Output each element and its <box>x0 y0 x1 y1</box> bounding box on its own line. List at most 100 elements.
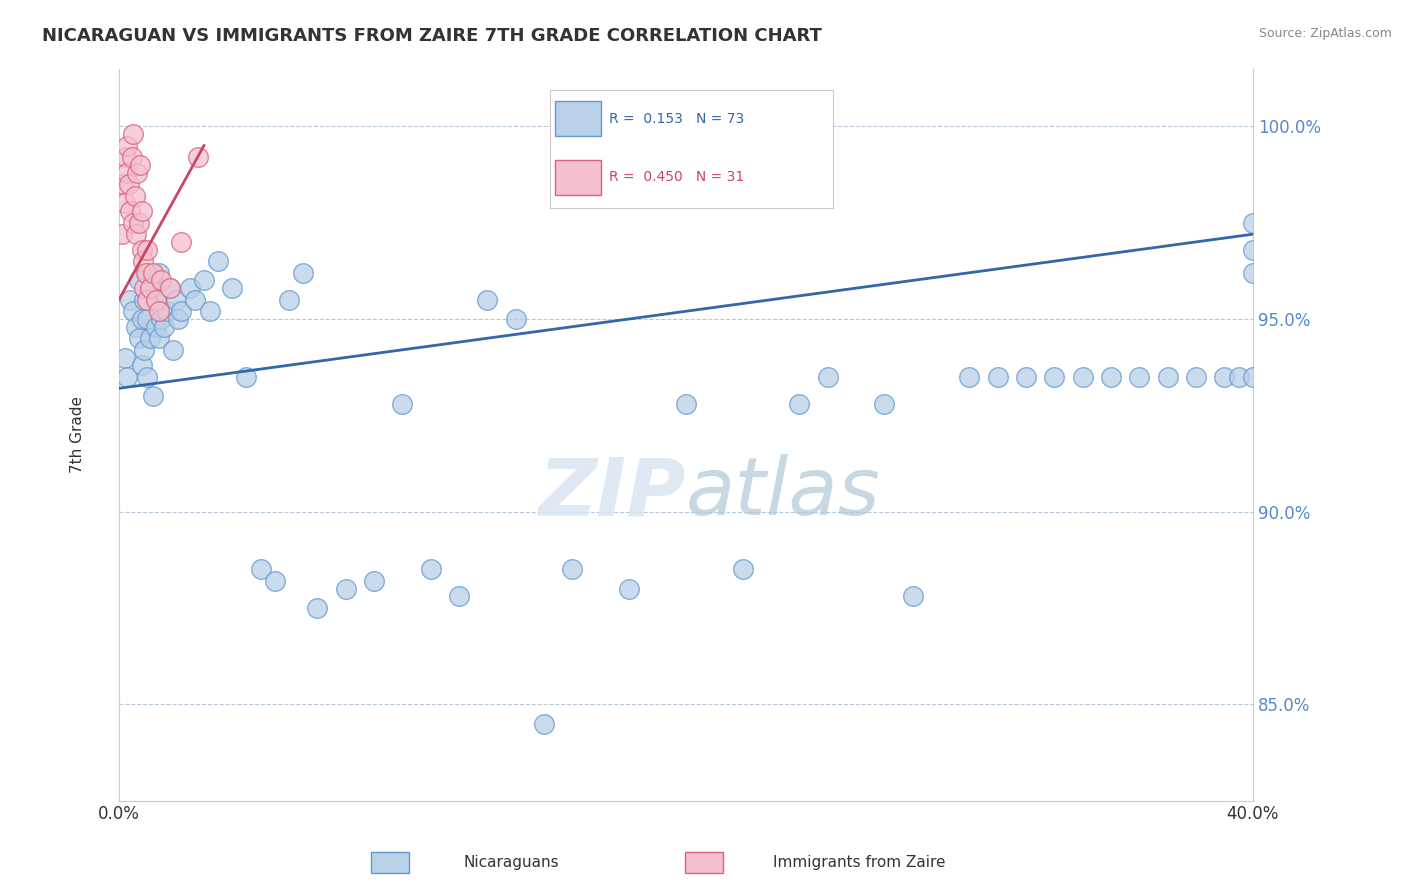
Point <box>150 312 173 326</box>
Point <box>131 243 153 257</box>
Point <box>136 243 159 257</box>
Point <box>120 204 142 219</box>
Point <box>153 319 176 334</box>
Point <box>112 177 135 191</box>
Point <box>817 369 839 384</box>
Point <box>307 601 329 615</box>
Point <box>278 293 301 307</box>
Point <box>957 369 980 384</box>
Point <box>731 562 754 576</box>
Point <box>122 304 145 318</box>
Text: Immigrants from Zaire: Immigrants from Zaire <box>773 855 946 870</box>
Text: ZIP: ZIP <box>538 454 686 533</box>
Point <box>619 582 641 596</box>
Point <box>1015 369 1038 384</box>
Point <box>207 254 229 268</box>
Point <box>139 281 162 295</box>
Point <box>987 369 1010 384</box>
Point <box>391 397 413 411</box>
Point <box>1043 369 1066 384</box>
Point <box>118 177 141 191</box>
Point <box>159 281 181 295</box>
Point <box>125 319 148 334</box>
Point <box>179 281 201 295</box>
Point <box>145 319 167 334</box>
Point <box>128 216 150 230</box>
Point <box>142 273 165 287</box>
Point <box>1157 369 1180 384</box>
Point <box>221 281 243 295</box>
Point <box>139 331 162 345</box>
Point <box>148 331 170 345</box>
Point <box>142 266 165 280</box>
Point <box>132 254 155 268</box>
Text: NICARAGUAN VS IMMIGRANTS FROM ZAIRE 7TH GRADE CORRELATION CHART: NICARAGUAN VS IMMIGRANTS FROM ZAIRE 7TH … <box>42 27 823 45</box>
Point <box>1071 369 1094 384</box>
Point <box>136 293 159 307</box>
Point <box>129 158 152 172</box>
Point <box>235 369 257 384</box>
Point <box>136 312 159 326</box>
Point <box>533 716 555 731</box>
Point <box>114 196 136 211</box>
Point <box>159 281 181 295</box>
Point <box>561 562 583 576</box>
Point <box>125 227 148 242</box>
Point <box>187 150 209 164</box>
Point <box>198 304 221 318</box>
Point <box>145 293 167 307</box>
Point <box>505 312 527 326</box>
Point <box>249 562 271 576</box>
Point <box>131 204 153 219</box>
Point <box>901 590 924 604</box>
Point <box>111 227 134 242</box>
Point <box>134 293 156 307</box>
Point <box>135 266 157 280</box>
Point <box>873 397 896 411</box>
Text: Nicaraguans: Nicaraguans <box>464 855 560 870</box>
Point <box>136 266 159 280</box>
Point <box>787 397 810 411</box>
Point <box>148 304 170 318</box>
Point <box>128 273 150 287</box>
Point <box>363 574 385 588</box>
Point <box>170 304 193 318</box>
Point <box>675 397 697 411</box>
Point <box>139 281 162 295</box>
Point <box>193 273 215 287</box>
Point <box>142 389 165 403</box>
Point <box>124 188 146 202</box>
Point <box>148 266 170 280</box>
Point <box>167 312 190 326</box>
Point <box>117 369 139 384</box>
Point <box>122 216 145 230</box>
Point <box>1099 369 1122 384</box>
Point <box>145 293 167 307</box>
Text: 7th Grade: 7th Grade <box>70 396 84 473</box>
Point <box>335 582 357 596</box>
Point <box>136 369 159 384</box>
Point <box>1185 369 1208 384</box>
Point <box>131 312 153 326</box>
Text: atlas: atlas <box>686 454 880 533</box>
Point <box>1241 216 1264 230</box>
Point <box>127 165 149 179</box>
Point <box>131 358 153 372</box>
Point <box>156 304 179 318</box>
Text: Source: ZipAtlas.com: Source: ZipAtlas.com <box>1258 27 1392 40</box>
Point <box>120 293 142 307</box>
Point <box>150 273 173 287</box>
Point <box>165 293 187 307</box>
Point <box>1128 369 1150 384</box>
Point <box>170 235 193 249</box>
Point <box>117 138 139 153</box>
Point <box>449 590 471 604</box>
Point <box>134 343 156 357</box>
Point <box>419 562 441 576</box>
Point <box>117 165 139 179</box>
Point <box>477 293 499 307</box>
Point <box>1241 369 1264 384</box>
Point <box>263 574 285 588</box>
Point <box>162 343 184 357</box>
Point <box>184 293 207 307</box>
